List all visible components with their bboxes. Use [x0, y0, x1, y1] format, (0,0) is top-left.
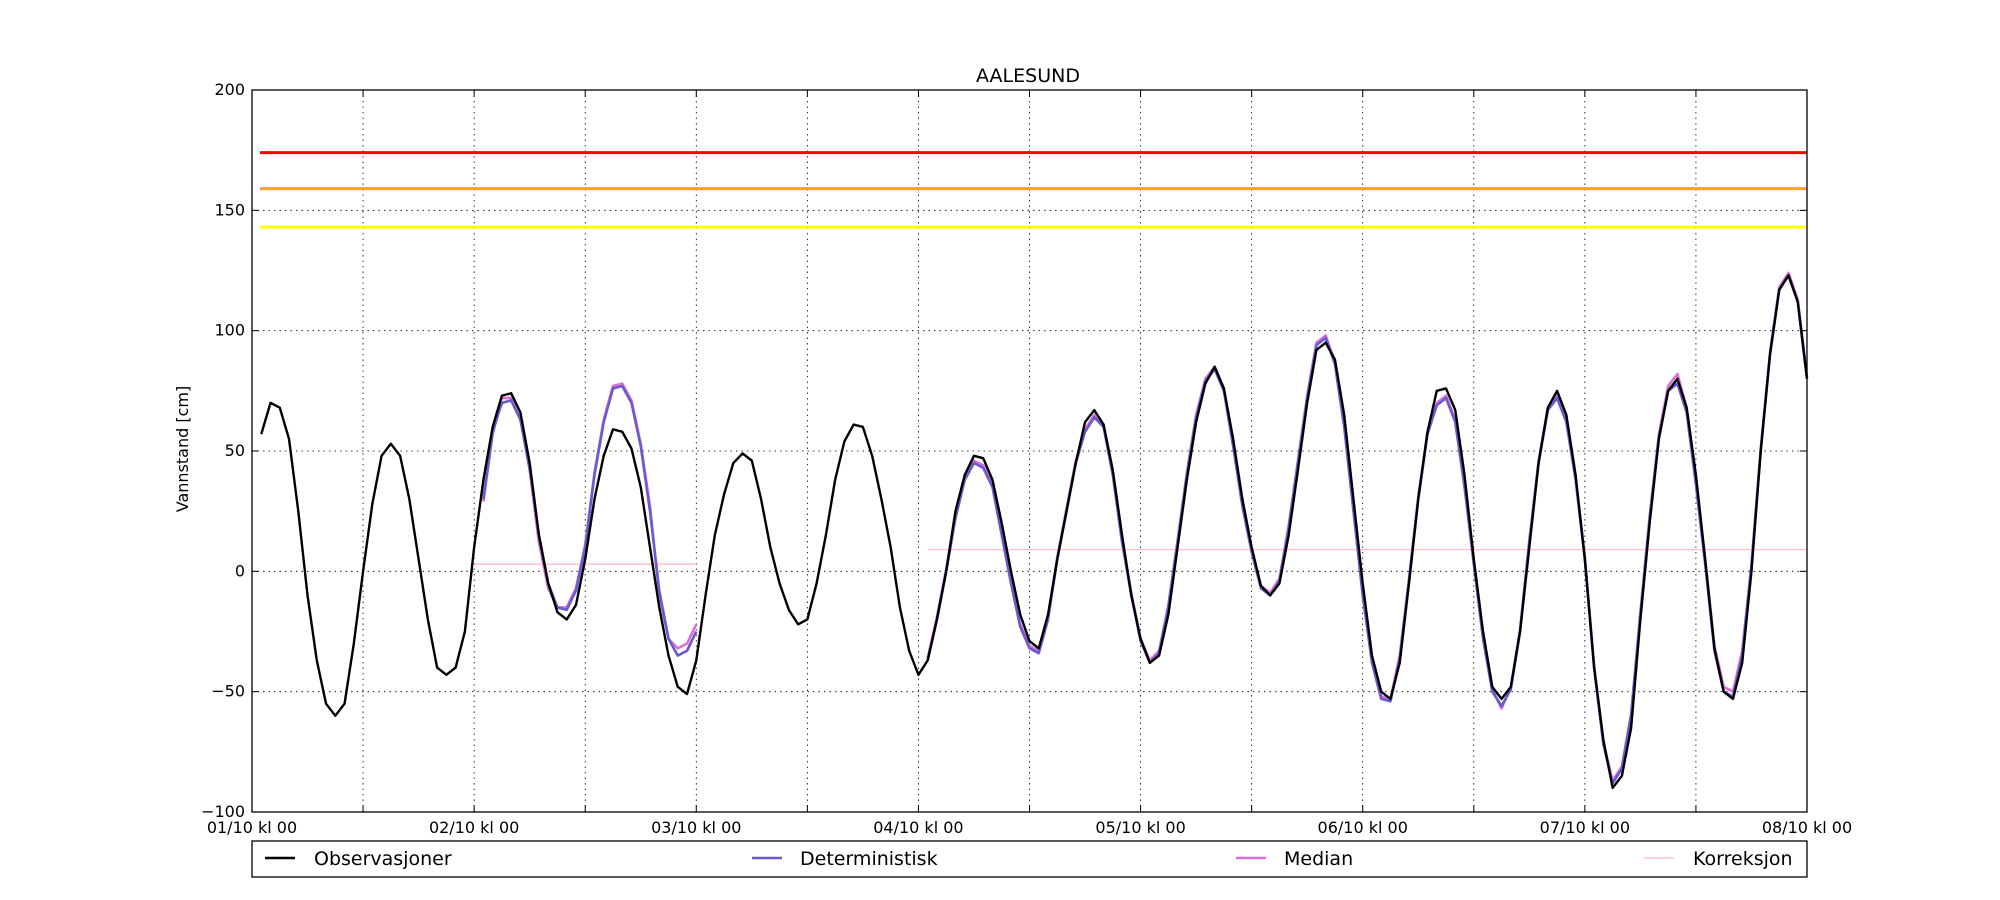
x-tick-label: 08/10 kl 00 [1762, 818, 1852, 837]
legend-label: Median [1284, 848, 1353, 870]
x-tick-label: 01/10 kl 00 [207, 818, 297, 837]
legend-frame [251, 840, 1808, 878]
x-tick-label: 03/10 kl 00 [651, 818, 741, 837]
y-tick-label: 150 [214, 200, 245, 219]
y-tick-label: −50 [211, 682, 245, 701]
series-lines [260, 271, 1809, 790]
y-tick-label: −100 [201, 802, 245, 821]
y-tick-label: 50 [225, 441, 245, 460]
x-tick-label: 02/10 kl 00 [429, 818, 519, 837]
x-tick-label: 04/10 kl 00 [873, 818, 963, 837]
legend-label: Observasjoner [314, 848, 452, 870]
x-tick-label: 05/10 kl 00 [1095, 818, 1185, 837]
series-line-observasjoner [260, 274, 1809, 790]
y-tick-label: 200 [214, 80, 245, 99]
series-line-deterministisk [482, 384, 698, 657]
x-tick-label: 06/10 kl 00 [1318, 818, 1408, 837]
legend: Observasjoner Deterministisk Median Korreks… [251, 840, 1808, 878]
legend-label: Deterministisk [800, 848, 938, 870]
legend-label: Korreksjon [1693, 848, 1793, 870]
y-tick-label: 100 [214, 321, 245, 340]
series-line-median [926, 271, 1809, 783]
axis-ticks: 01/10 kl 00 02/10 kl 00 03/10 kl 00 04/10 k… [201, 80, 1852, 837]
x-tick-label: 07/10 kl 00 [1540, 818, 1630, 837]
y-axis-label: Vannstand [cm] [173, 386, 192, 512]
threshold-lines [260, 151, 1807, 229]
plot-frame [251, 89, 1808, 813]
grid-lines [252, 90, 1807, 812]
chart-title: AALESUND [976, 65, 1080, 87]
y-tick-label: 0 [235, 561, 245, 580]
series-line-deterministisk [926, 274, 1809, 785]
